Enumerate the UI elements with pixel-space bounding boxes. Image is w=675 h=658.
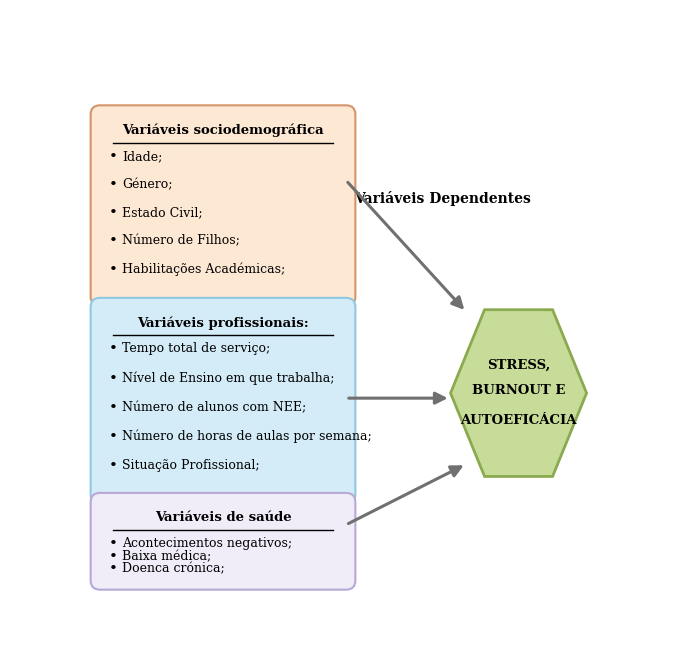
Text: Nível de Ensino em que trabalha;: Nível de Ensino em que trabalha; [122,372,335,385]
Text: •: • [109,206,117,220]
Text: Situação Profissional;: Situação Profissional; [122,459,260,472]
Text: •: • [109,372,117,386]
Text: Estado Civil;: Estado Civil; [122,206,202,219]
Text: Habilitações Académicas;: Habilitações Académicas; [122,263,286,276]
Text: STRESS,: STRESS, [487,359,550,372]
FancyBboxPatch shape [90,298,355,503]
Text: Número de Filhos;: Número de Filhos; [122,234,240,247]
Text: •: • [109,459,117,473]
Text: Variáveis Dependentes: Variáveis Dependentes [354,191,531,205]
Text: Variáveis profissionais:: Variáveis profissionais: [137,316,309,330]
Text: Número de alunos com NEE;: Número de alunos com NEE; [122,401,306,414]
Text: Variáveis de saúde: Variáveis de saúde [155,511,292,524]
Text: Número de horas de aulas por semana;: Número de horas de aulas por semana; [122,430,372,443]
Text: Variáveis sociodemográfica: Variáveis sociodemográfica [122,124,324,137]
Text: AUTOEFICÁCIA: AUTOEFICÁCIA [460,415,577,428]
Text: •: • [109,550,117,564]
Text: Tempo total de serviço;: Tempo total de serviço; [122,342,270,355]
Text: •: • [109,538,117,551]
FancyBboxPatch shape [90,493,355,590]
Text: •: • [109,178,117,192]
Text: •: • [109,150,117,164]
Text: •: • [109,430,117,444]
Text: •: • [109,401,117,415]
Text: Doenca crónica;: Doenca crónica; [122,562,225,575]
Text: •: • [109,562,117,576]
Text: •: • [109,342,117,357]
Text: Idade;: Idade; [122,150,163,163]
Text: Baixa médica;: Baixa médica; [122,550,211,563]
Text: Acontecimentos negativos;: Acontecimentos negativos; [122,538,292,551]
Text: BURNOUT E: BURNOUT E [472,384,565,397]
Text: •: • [109,263,117,276]
Text: Género;: Género; [122,178,173,191]
Text: •: • [109,234,117,249]
Polygon shape [451,310,587,476]
FancyBboxPatch shape [90,105,355,306]
